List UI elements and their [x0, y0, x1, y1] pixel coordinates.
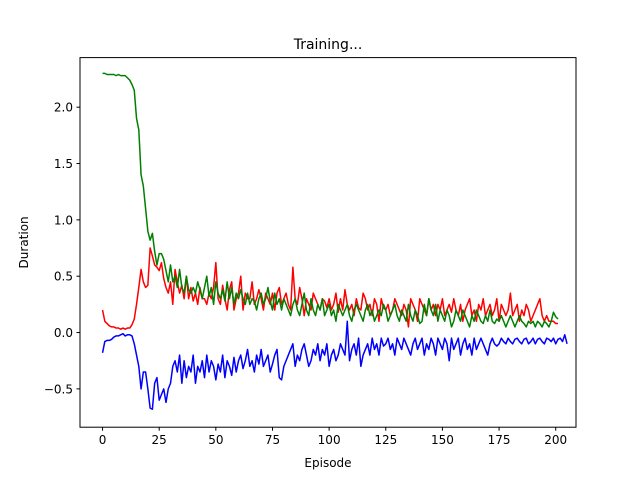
x-tick-label: 50 [208, 433, 223, 447]
plot-background [80, 57, 576, 428]
x-tick-label: 0 [99, 433, 107, 447]
x-tick-label: 100 [318, 433, 341, 447]
x-tick-label: 175 [488, 433, 511, 447]
tick-layer: 0 25 50 75 100 125 150 175 200 −0.5 0.0 0.5 1.0 1.5 2.… [44, 101, 567, 448]
x-tick-label: 25 [152, 433, 167, 447]
x-axis-label: Episode [304, 456, 351, 470]
x-tick-label: 75 [265, 433, 280, 447]
y-tick-label: −0.5 [44, 382, 73, 396]
plot-frame [79, 57, 577, 428]
y-axis-label: Duration [17, 216, 31, 268]
series-line-3 [101, 320, 568, 410]
series-line-1 [101, 247, 558, 330]
x-tick-label: 125 [374, 433, 397, 447]
y-tick-label: 1.5 [54, 157, 73, 171]
series-layer [101, 72, 568, 410]
chart-title: Training... [293, 37, 363, 53]
x-tick-label: 200 [544, 433, 567, 447]
x-tick-label: 150 [431, 433, 454, 447]
y-tick-label: 0.0 [54, 326, 73, 340]
y-tick-label: 0.5 [54, 270, 73, 284]
series-line-2 [102, 72, 559, 328]
y-tick-label: 2.0 [54, 101, 73, 115]
y-tick-label: 1.0 [54, 213, 73, 227]
